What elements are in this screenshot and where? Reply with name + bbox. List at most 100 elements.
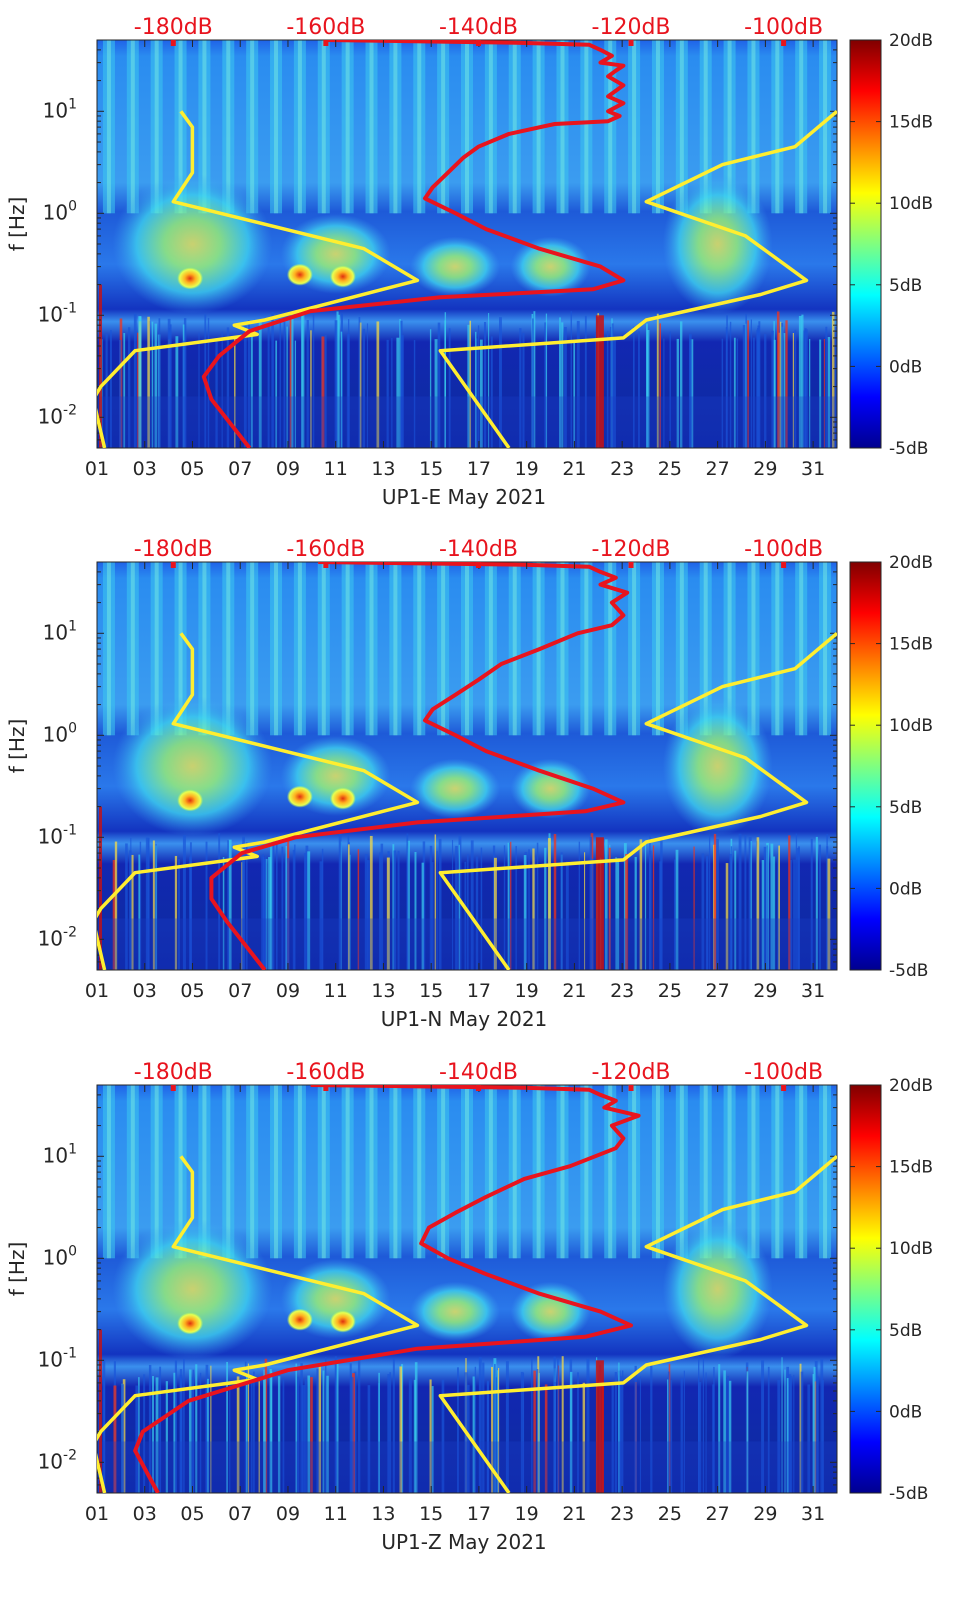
x-tick-label: 31 <box>801 1503 825 1525</box>
x-tick-label: 15 <box>419 980 443 1002</box>
x-tick-label: 07 <box>228 458 252 480</box>
high-noise-model-curve <box>438 109 837 448</box>
colorbar-tick-label: 15dB <box>889 113 933 133</box>
low-noise-model-curve <box>97 632 420 970</box>
x-tick-label: 13 <box>371 1503 395 1525</box>
x-tick-label: 31 <box>801 458 825 480</box>
spectrogram-panel-3: 01 03 05 07 09 11 13 15 17 19 21 23 25 27 29 31 101 100 10… <box>5 1060 933 1554</box>
x-tick-label: 11 <box>324 1503 348 1525</box>
x-tick-label: 13 <box>371 458 395 480</box>
x-tick-label: 23 <box>610 980 634 1002</box>
x-tick-label: 21 <box>562 1503 586 1525</box>
x-tick-label: 17 <box>467 980 491 1002</box>
x-tick-label: 01 <box>85 980 109 1002</box>
top-axis-tick-label: -180dB <box>134 15 213 40</box>
x-tick-label: 03 <box>133 458 157 480</box>
spectrogram-panel-2: 01 03 05 07 09 11 13 15 17 19 21 23 25 27 29 31 101 100 10… <box>5 537 933 1031</box>
x-tick-label: 29 <box>753 458 777 480</box>
spectrogram-image <box>97 562 837 970</box>
colorbar-tick-label: 0dB <box>889 1402 922 1422</box>
top-axis-tick-label: -160dB <box>286 15 365 40</box>
spectrogram-panel-1: 01 03 05 07 09 11 13 15 17 19 21 23 25 27 29 31 101 100 10… <box>5 15 933 509</box>
colorbar-tick-label: 20dB <box>889 1076 933 1096</box>
top-axis-tick-label: -140dB <box>439 537 518 562</box>
spectrogram-image <box>97 1085 837 1493</box>
y-tick-label: 10-1 <box>38 1345 77 1371</box>
x-tick-label: 29 <box>753 1503 777 1525</box>
colorbar-tick-label: 5dB <box>889 798 922 818</box>
x-tick-label: 27 <box>706 1503 730 1525</box>
colorbar-tick-label: 10dB <box>889 1239 933 1259</box>
mean-psd-curve <box>133 1085 641 1493</box>
top-axis-tick-label: -160dB <box>286 537 365 562</box>
x-tick-label: 05 <box>180 1503 204 1525</box>
top-axis-tick-label: -120dB <box>592 15 671 40</box>
y-tick-label: 100 <box>43 720 77 746</box>
top-axis-tick-label: -120dB <box>592 1060 671 1085</box>
top-axis-tick-label: -140dB <box>439 15 518 40</box>
colorbar-tick-label: 5dB <box>889 276 922 296</box>
colorbar-tick-label: 0dB <box>889 357 922 377</box>
x-tick-label: 21 <box>562 458 586 480</box>
x-tick-label: 17 <box>467 1503 491 1525</box>
mean-psd-curve <box>209 562 630 970</box>
y-tick-label: 10-1 <box>38 300 77 326</box>
high-noise-model-curve <box>438 1154 837 1493</box>
x-tick-label: 01 <box>85 458 109 480</box>
x-axis-label: UP1-N May 2021 <box>381 1007 548 1031</box>
y-tick-label: 100 <box>43 198 77 224</box>
x-tick-label: 07 <box>228 980 252 1002</box>
x-tick-label: 21 <box>562 980 586 1002</box>
y-axis-label: f [Hz] <box>5 719 29 774</box>
top-axis-tick-label: -160dB <box>286 1060 365 1085</box>
colorbar-tick-label: -5dB <box>889 439 928 459</box>
y-tick-label: 10-1 <box>38 822 77 848</box>
colorbar: 20dB 15dB 10dB 5dB 0dB -5dB <box>849 553 933 981</box>
x-tick-label: 19 <box>515 980 539 1002</box>
colorbar-tick-label: 0dB <box>889 879 922 899</box>
x-tick-label: 13 <box>371 980 395 1002</box>
y-tick-label: 10-2 <box>38 402 77 428</box>
high-noise-model-curve <box>438 631 837 970</box>
y-axis-label: f [Hz] <box>5 1242 29 1297</box>
x-tick-label: 19 <box>515 1503 539 1525</box>
colorbar-tick-label: -5dB <box>889 1484 928 1504</box>
spectrogram-image <box>97 40 837 448</box>
top-axis-tick-label: -140dB <box>439 1060 518 1085</box>
colorbar-tick-label: 15dB <box>889 1158 933 1178</box>
colorbar-tick-label: 20dB <box>889 31 933 51</box>
y-tick-label: 101 <box>43 1141 77 1167</box>
colorbar-tick-label: 15dB <box>889 635 933 655</box>
y-axis-label: f [Hz] <box>5 197 29 252</box>
colorbar: 20dB 15dB 10dB 5dB 0dB -5dB <box>849 1076 933 1504</box>
x-tick-label: 25 <box>658 458 682 480</box>
x-axis-label: UP1-E May 2021 <box>382 485 546 509</box>
y-tick-label: 101 <box>43 618 77 644</box>
x-tick-label: 19 <box>515 458 539 480</box>
x-tick-label: 27 <box>706 980 730 1002</box>
x-tick-label: 09 <box>276 1503 300 1525</box>
x-tick-label: 27 <box>706 458 730 480</box>
x-tick-label: 11 <box>324 458 348 480</box>
x-tick-label: 29 <box>753 980 777 1002</box>
x-tick-label: 25 <box>658 1503 682 1525</box>
colorbar-tick-label: 10dB <box>889 716 933 736</box>
x-tick-label: 03 <box>133 1503 157 1525</box>
y-tick-label: 10-2 <box>38 924 77 950</box>
colorbar-tick-label: 20dB <box>889 553 933 573</box>
colorbar-tick-label: 5dB <box>889 1321 922 1341</box>
x-tick-label: 15 <box>419 458 443 480</box>
x-tick-label: 05 <box>180 980 204 1002</box>
x-tick-label: 15 <box>419 1503 443 1525</box>
mean-psd-curve <box>201 40 626 448</box>
x-tick-label: 09 <box>276 980 300 1002</box>
colorbar-tick-label: 10dB <box>889 194 933 214</box>
top-axis-tick-label: -100dB <box>744 15 823 40</box>
colorbar-tick-label: -5dB <box>889 961 928 981</box>
top-axis-tick-label: -180dB <box>134 1060 213 1085</box>
x-tick-label: 03 <box>133 980 157 1002</box>
x-tick-label: 23 <box>610 458 634 480</box>
colorbar: 20dB 15dB 10dB 5dB 0dB -5dB <box>849 31 933 459</box>
